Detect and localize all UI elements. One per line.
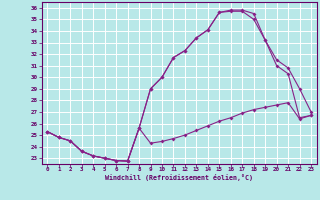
X-axis label: Windchill (Refroidissement éolien,°C): Windchill (Refroidissement éolien,°C) (105, 174, 253, 181)
